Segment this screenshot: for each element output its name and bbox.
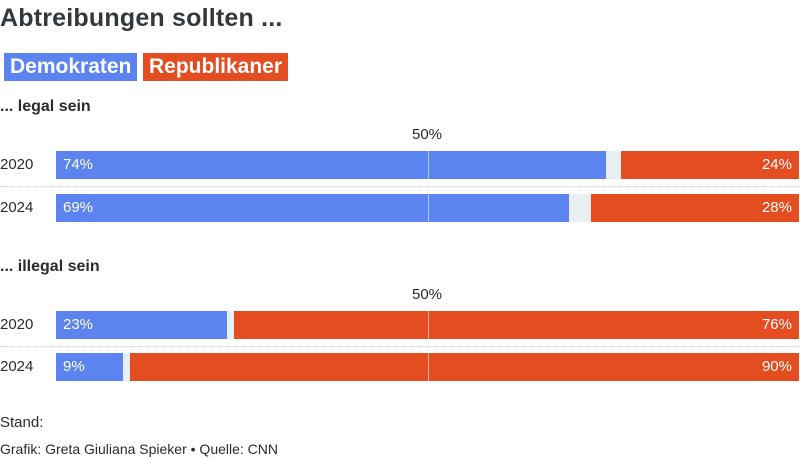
value-label-rep: 90% xyxy=(761,358,792,375)
value-label-dem: 74% xyxy=(63,156,94,173)
value-label-dem: 23% xyxy=(63,316,94,333)
midpoint-line xyxy=(427,311,429,339)
midpoint-label: 50% xyxy=(411,286,443,303)
year-label: 2020 xyxy=(0,316,34,333)
bar-dem xyxy=(56,353,123,381)
bar-track: 74% 24% xyxy=(56,151,799,179)
bar-dem xyxy=(56,311,227,339)
chart-title: Abtreibungen sollten ... xyxy=(0,4,283,32)
row-divider xyxy=(0,186,800,187)
year-label: 2024 xyxy=(0,199,34,216)
bar-track: 9% 90% xyxy=(56,353,799,381)
bar-rep xyxy=(130,353,799,381)
section-label-legal: ... legal sein xyxy=(0,98,91,115)
legend-item-republikaner: Republikaner xyxy=(143,53,289,81)
value-label-rep: 76% xyxy=(761,316,792,333)
value-label-dem: 9% xyxy=(63,358,85,375)
value-label-rep: 24% xyxy=(761,156,792,173)
value-label-dem: 69% xyxy=(63,199,94,216)
midpoint-line xyxy=(427,194,429,222)
bar-track: 69% 28% xyxy=(56,194,799,222)
midpoint-label: 50% xyxy=(411,126,443,143)
legend-item-demokraten: Demokraten xyxy=(4,53,138,81)
midpoint-line xyxy=(427,151,429,179)
year-label: 2020 xyxy=(0,156,34,173)
footer-stand: Stand: xyxy=(0,414,44,431)
bar-dem xyxy=(56,151,606,179)
bar-rep xyxy=(234,311,799,339)
midpoint-line xyxy=(427,353,429,381)
section-label-illegal: ... illegal sein xyxy=(0,258,100,275)
bar-rep xyxy=(620,151,799,179)
bar-dem xyxy=(56,194,569,222)
row-divider xyxy=(0,346,800,347)
bar-rep xyxy=(590,194,799,222)
footer-credit: Grafik: Greta Giuliana Spieker • Quelle:… xyxy=(0,441,279,457)
bar-track: 23% 76% xyxy=(56,311,799,339)
year-label: 2024 xyxy=(0,358,34,375)
value-label-rep: 28% xyxy=(761,199,792,216)
